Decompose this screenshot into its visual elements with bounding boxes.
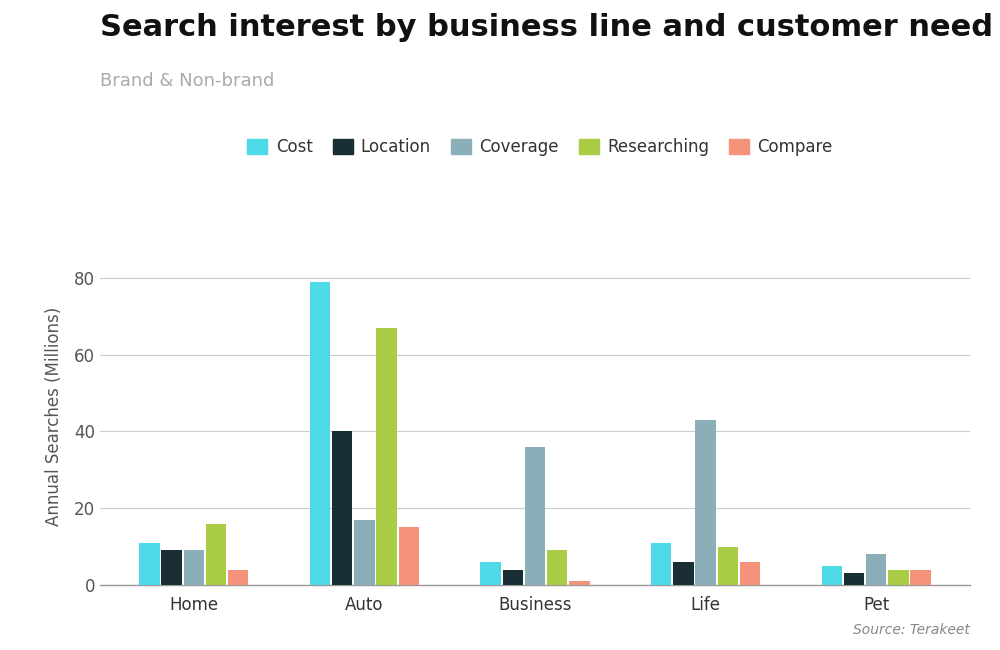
Bar (673, 562, 694, 585)
Bar (228, 569, 248, 585)
Bar (651, 543, 671, 585)
Bar (310, 281, 330, 585)
Bar (888, 569, 909, 585)
Bar (184, 551, 204, 585)
Bar (910, 569, 931, 585)
Bar (822, 566, 842, 585)
Bar (206, 523, 226, 585)
Y-axis label: Annual Searches (Millions): Annual Searches (Millions) (45, 306, 63, 526)
Bar (569, 581, 590, 585)
Bar (376, 328, 397, 585)
Bar (161, 551, 182, 585)
Bar (139, 543, 160, 585)
Bar (740, 562, 760, 585)
Text: Source: Terakeet: Source: Terakeet (853, 623, 970, 637)
Bar (844, 573, 864, 585)
Bar (547, 551, 567, 585)
Bar (718, 547, 738, 585)
Bar (332, 432, 352, 585)
Bar (866, 554, 886, 585)
Bar (354, 520, 375, 585)
Text: Search interest by business line and customer need segment: Search interest by business line and cus… (100, 13, 1000, 42)
Bar (525, 447, 545, 585)
Bar (695, 420, 716, 585)
Bar (399, 527, 419, 585)
Bar (480, 562, 501, 585)
Legend: Cost, Location, Coverage, Researching, Compare: Cost, Location, Coverage, Researching, C… (241, 132, 839, 163)
Bar (503, 569, 523, 585)
Text: Brand & Non-brand: Brand & Non-brand (100, 72, 274, 90)
